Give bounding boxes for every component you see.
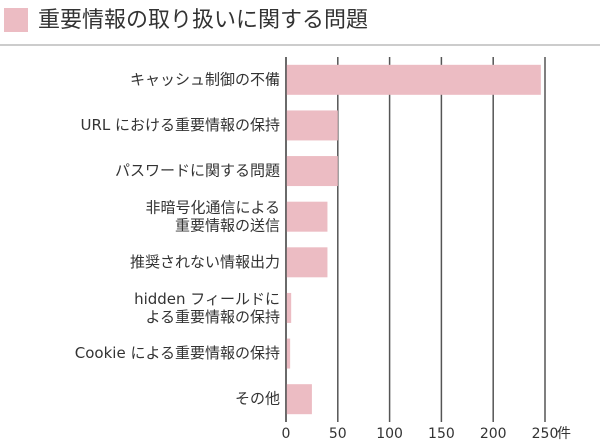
y-tick-label: URL における重要情報の保持	[80, 116, 280, 134]
chart-title: 重要情報の取り扱いに関する問題	[38, 8, 368, 33]
y-tick-label: その他	[235, 390, 280, 408]
bar	[286, 201, 328, 232]
y-tick-label: hidden フィールドによる重要情報の保持	[134, 289, 280, 325]
x-axis-unit: 件	[557, 426, 571, 442]
bar	[286, 292, 292, 323]
x-tick-label: 250	[532, 426, 559, 442]
bar	[286, 110, 338, 141]
y-tick-label: 非暗号化通信による重要情報の送信	[145, 198, 280, 234]
x-tick-label: 100	[376, 426, 403, 442]
y-tick-label: パスワードに関する問題	[115, 162, 280, 180]
y-tick-label: 推奨されない情報出力	[130, 253, 280, 271]
title-marker	[4, 8, 28, 32]
x-tick-label: 200	[480, 426, 507, 442]
x-tick-label: 150	[428, 426, 455, 442]
bar	[286, 247, 328, 278]
bar	[286, 384, 312, 415]
bar	[286, 338, 291, 369]
y-tick-label: キャッシュ制御の不備	[130, 70, 280, 88]
bar	[286, 64, 541, 95]
y-tick-label: Cookie による重要情報の保持	[75, 344, 280, 362]
x-tick-label: 50	[329, 426, 347, 442]
bar	[286, 156, 338, 187]
x-tick-label: 0	[282, 426, 291, 442]
